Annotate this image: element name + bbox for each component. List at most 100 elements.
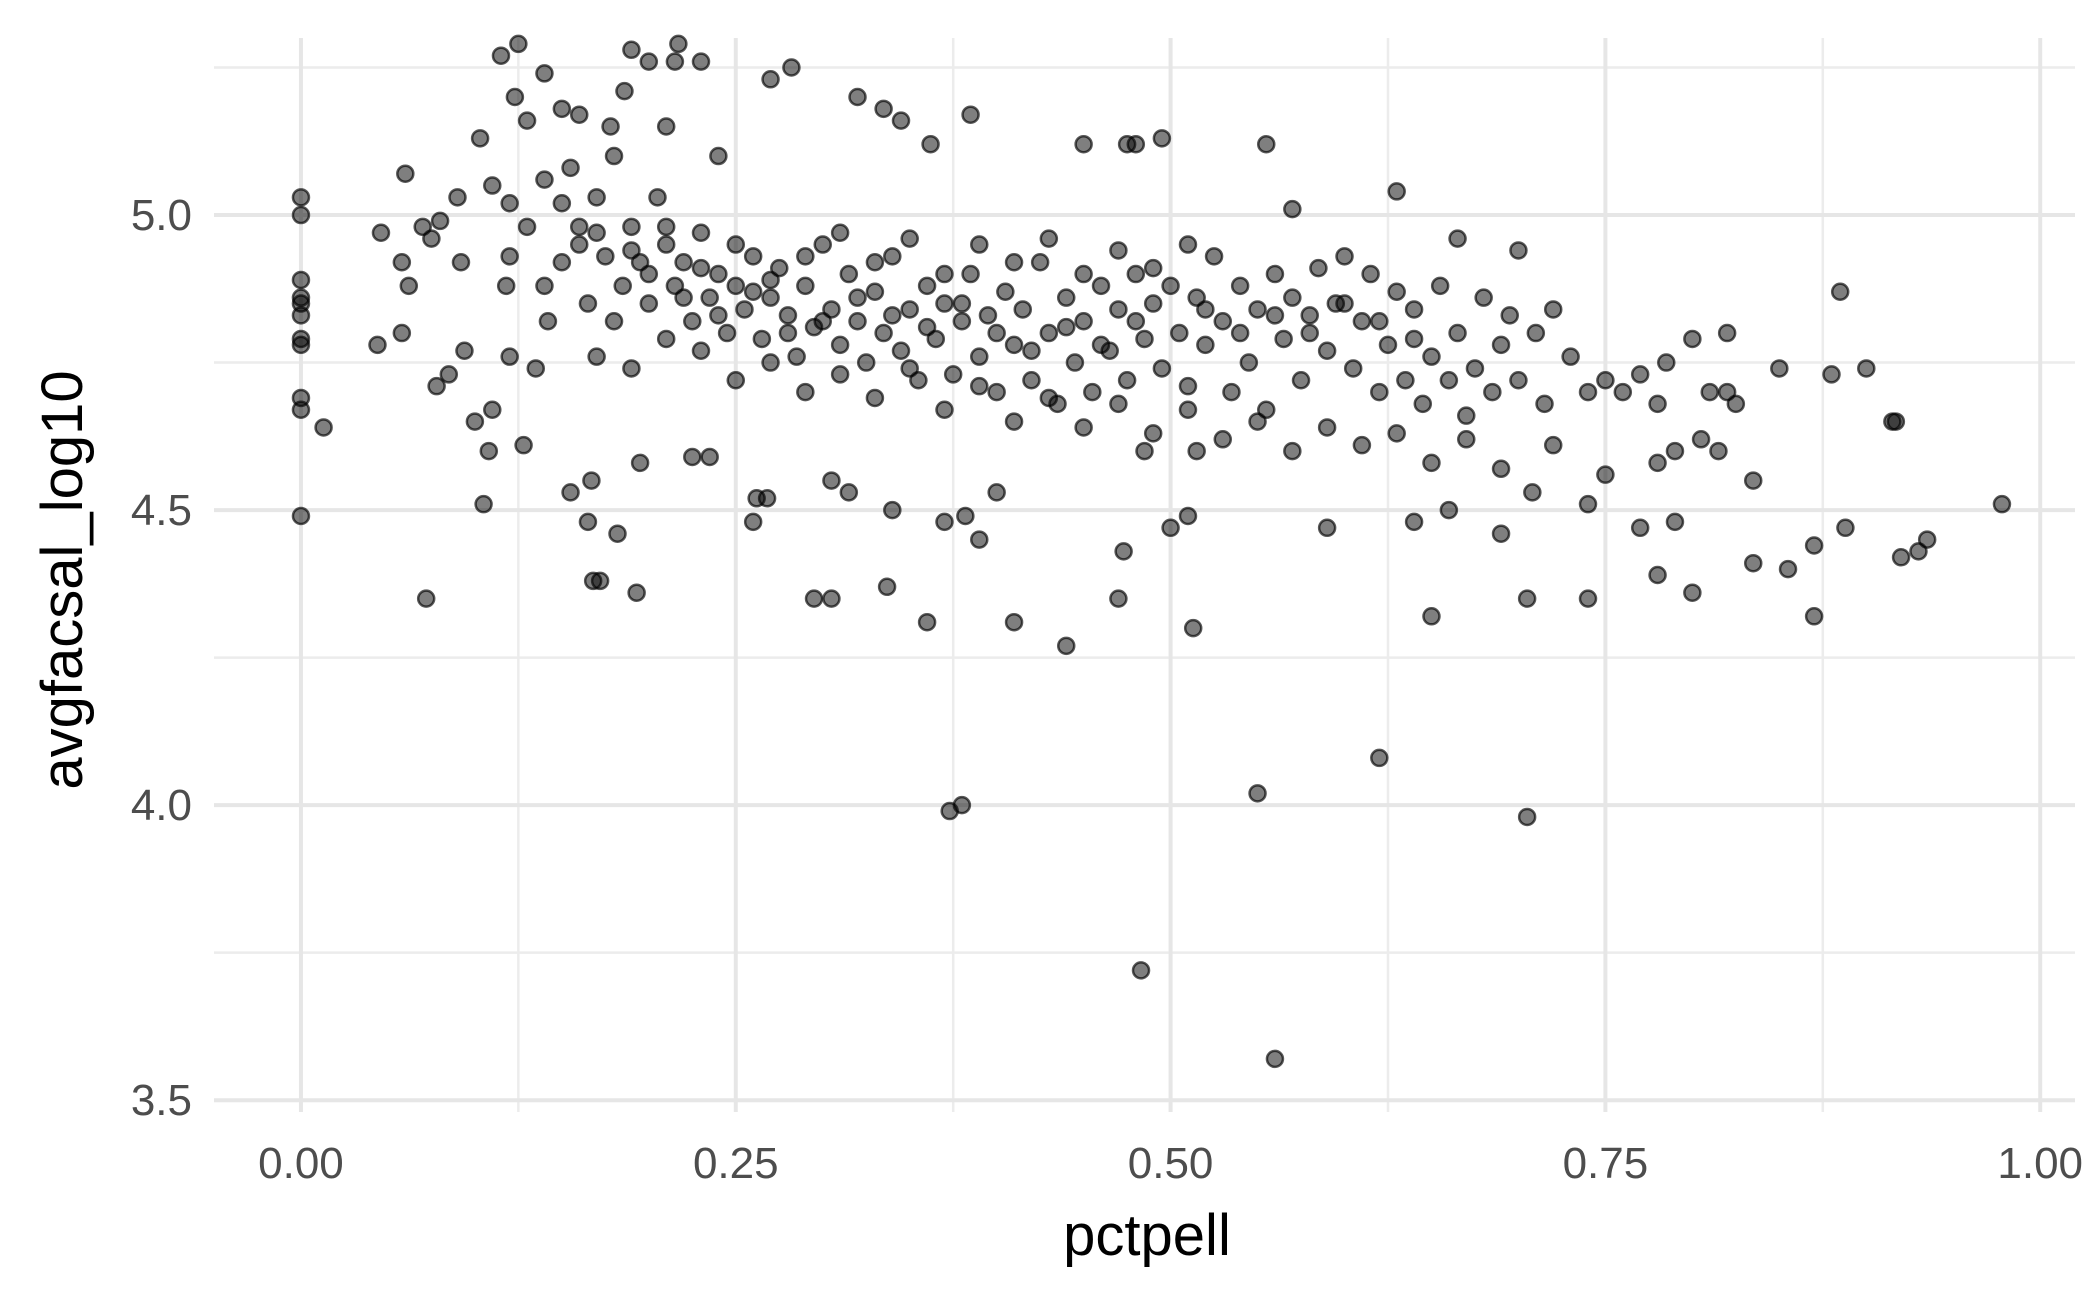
data-point bbox=[1578, 494, 1598, 514]
data-point bbox=[1335, 294, 1354, 313]
data-point bbox=[1283, 441, 1302, 461]
data-point bbox=[691, 52, 711, 71]
data-point bbox=[683, 312, 702, 331]
data-point bbox=[291, 205, 311, 225]
data-point bbox=[1361, 264, 1380, 284]
data-point bbox=[416, 589, 436, 608]
data-point bbox=[1523, 483, 1542, 502]
data-point bbox=[314, 418, 333, 437]
data-point bbox=[691, 258, 711, 278]
data-point bbox=[1683, 583, 1702, 602]
data-point bbox=[1074, 264, 1093, 284]
data-point bbox=[514, 435, 533, 455]
data-point bbox=[987, 323, 1006, 343]
data-point bbox=[1135, 329, 1154, 349]
data-point bbox=[709, 264, 728, 284]
data-point bbox=[496, 276, 516, 296]
data-point bbox=[700, 447, 719, 467]
data-point bbox=[500, 347, 519, 366]
data-point bbox=[856, 353, 876, 372]
data-point bbox=[848, 288, 867, 307]
data-point bbox=[952, 294, 972, 313]
data-point bbox=[813, 312, 832, 331]
data-point bbox=[465, 412, 485, 431]
data-point bbox=[1126, 312, 1146, 331]
data-point bbox=[1491, 459, 1511, 479]
y-tick-label: 4.0 bbox=[131, 781, 192, 830]
data-point bbox=[865, 282, 885, 301]
data-point bbox=[1343, 359, 1363, 378]
data-point bbox=[1161, 276, 1180, 296]
data-point bbox=[569, 105, 589, 124]
data-point bbox=[1517, 807, 1537, 827]
data-point bbox=[1370, 382, 1389, 402]
data-point bbox=[392, 252, 412, 272]
data-point bbox=[396, 164, 415, 183]
data-point bbox=[1183, 618, 1203, 638]
data-point bbox=[622, 241, 641, 260]
x-tick-label: 0.75 bbox=[1563, 1139, 1649, 1188]
data-point bbox=[883, 500, 902, 520]
data-point bbox=[1683, 329, 1702, 349]
data-point bbox=[526, 359, 546, 378]
data-point bbox=[987, 483, 1006, 502]
data-point bbox=[1726, 394, 1746, 414]
data-point bbox=[917, 612, 937, 632]
data-point bbox=[796, 382, 815, 402]
data-point bbox=[1578, 382, 1598, 402]
data-point bbox=[830, 365, 850, 384]
data-point bbox=[743, 247, 763, 266]
data-point bbox=[1030, 252, 1050, 272]
y-tick-label: 4.5 bbox=[131, 486, 192, 535]
data-point bbox=[1857, 359, 1876, 378]
data-point bbox=[1056, 636, 1076, 656]
x-axis-title: pctpell bbox=[1063, 1203, 1231, 1268]
data-point bbox=[1283, 199, 1302, 219]
data-point bbox=[622, 359, 641, 378]
data-point bbox=[1483, 382, 1502, 402]
data-point bbox=[1404, 329, 1424, 349]
data-point bbox=[782, 58, 801, 77]
data-point bbox=[717, 323, 737, 343]
data-point bbox=[1509, 371, 1528, 390]
y-tick-label: 5.0 bbox=[131, 191, 192, 240]
data-point bbox=[1596, 465, 1615, 484]
data-point bbox=[656, 217, 676, 237]
data-point bbox=[604, 312, 624, 331]
data-point bbox=[1222, 382, 1241, 402]
data-point bbox=[1117, 371, 1137, 390]
data-point bbox=[1691, 430, 1711, 449]
data-point bbox=[1004, 335, 1024, 355]
data-point bbox=[848, 312, 867, 331]
data-point bbox=[1491, 524, 1511, 543]
data-point bbox=[970, 530, 989, 549]
data-point bbox=[883, 306, 902, 325]
data-point bbox=[1074, 418, 1093, 437]
data-point bbox=[1404, 512, 1424, 532]
data-point bbox=[761, 70, 780, 89]
data-point bbox=[368, 335, 387, 355]
data-point bbox=[1039, 388, 1059, 408]
data-point bbox=[1886, 412, 1906, 431]
data-point bbox=[935, 294, 954, 313]
data-point bbox=[743, 512, 763, 532]
data-point bbox=[1135, 441, 1154, 461]
data-point bbox=[761, 270, 780, 290]
data-point bbox=[1170, 323, 1189, 343]
data-point bbox=[613, 276, 632, 296]
data-point bbox=[813, 235, 832, 254]
data-point bbox=[970, 235, 989, 254]
data-point bbox=[1457, 430, 1476, 449]
data-point bbox=[830, 223, 850, 242]
data-point bbox=[483, 176, 502, 195]
data-point bbox=[552, 252, 572, 272]
data-point bbox=[1022, 371, 1041, 390]
data-point bbox=[1665, 441, 1685, 461]
data-point bbox=[669, 34, 688, 54]
data-point bbox=[1056, 288, 1076, 307]
data-point bbox=[455, 341, 474, 361]
data-point bbox=[1457, 406, 1476, 425]
data-point bbox=[1891, 548, 1911, 567]
data-point bbox=[778, 323, 798, 343]
data-point bbox=[1387, 182, 1406, 201]
